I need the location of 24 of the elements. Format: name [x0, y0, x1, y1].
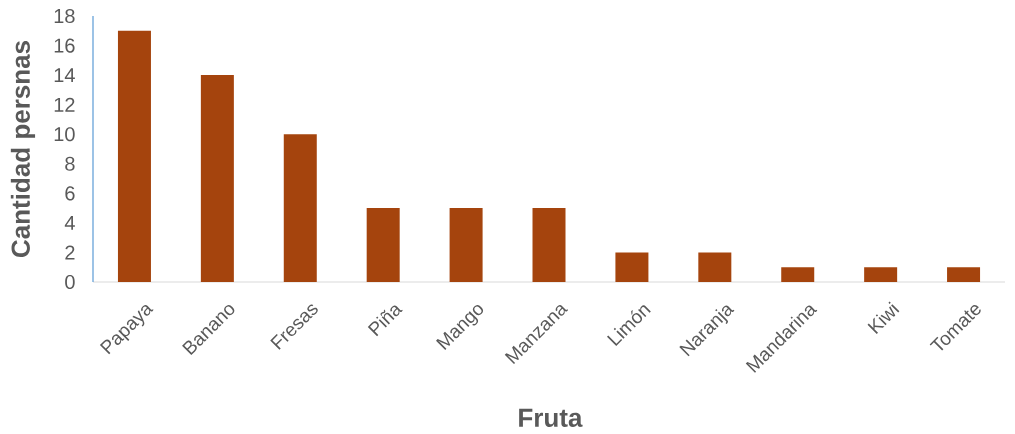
y-tick-label: 8 [65, 156, 75, 171]
y-tick-label: 0 [65, 274, 75, 290]
bar [615, 252, 649, 282]
y-axis-title: Cantidad persnas [10, 41, 36, 258]
y-tick-label: 18 [54, 8, 75, 24]
bar [117, 30, 151, 282]
bar [532, 208, 566, 282]
x-tick-label: Piña [367, 305, 403, 337]
bar [781, 267, 815, 282]
y-tick-label: 14 [54, 68, 75, 82]
y-tick-label: 12 [54, 97, 75, 112]
y-tick-label: 2 [65, 245, 75, 260]
y-tick-label: 6 [65, 186, 75, 201]
bar [200, 75, 234, 282]
bar [698, 252, 732, 282]
bar [283, 134, 317, 282]
bar [947, 267, 981, 282]
bar [366, 208, 400, 282]
y-tick-label: 16 [54, 38, 75, 53]
bar [864, 267, 898, 282]
x-axis-title: Fruta [519, 408, 583, 427]
y-tick-label: 10 [54, 127, 75, 142]
bar [449, 208, 483, 282]
y-tick-label: 4 [64, 216, 75, 230]
